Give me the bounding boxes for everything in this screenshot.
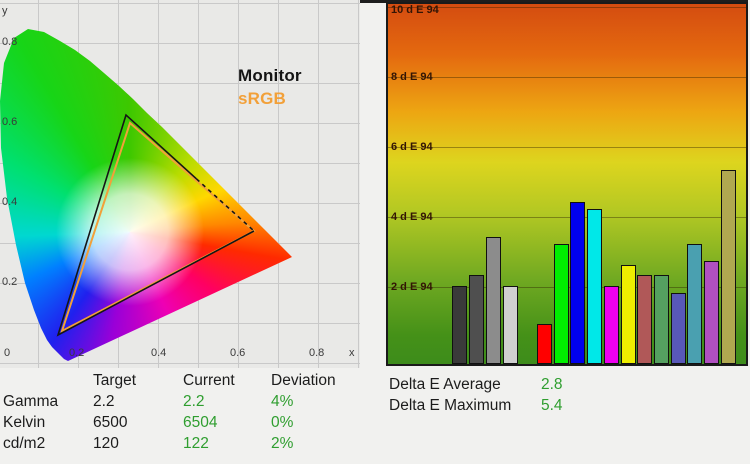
current-value: 6504	[183, 414, 218, 431]
delta-e-chart: 2 d E 94 4 d E 94 6 d E 94 8 d E 94 10 d E 9…	[386, 2, 748, 366]
delta-e-bar-4	[537, 324, 552, 364]
gridline-10de	[388, 7, 746, 8]
delta-e-bar-12	[670, 292, 686, 364]
y-axis-label: y	[2, 5, 8, 17]
y-tick: 0.4	[2, 196, 18, 208]
current-value: 2.2	[183, 393, 205, 410]
monitor-triangle-dashed	[195, 178, 255, 232]
delta-e-bar-2	[486, 236, 501, 364]
calibration-table: Target Current Deviation Gamma 2.2 2.2 4…	[3, 372, 361, 456]
gridline-label-2de: 2 d E 94	[391, 281, 433, 293]
monitor-triangle-solid	[56, 113, 255, 337]
current-value: 122	[183, 435, 209, 452]
gridline-6de	[388, 147, 746, 148]
gridline-label-8de: 8 d E 94	[391, 71, 433, 83]
delta-e-stats: Delta E Average 2.8 Delta E Maximum 5.4	[389, 376, 563, 418]
y-tick: 0.6	[2, 116, 18, 128]
delta-e-bar-6	[570, 201, 586, 364]
delta-e-bar-9	[620, 264, 636, 364]
stat-value: 2.8	[541, 376, 563, 393]
delta-e-bar-7	[587, 208, 603, 364]
table-header-blank	[3, 372, 93, 393]
target-value: 2.2	[93, 393, 115, 410]
delta-e-bar-1	[469, 275, 484, 364]
delta-e-bar-15	[720, 170, 736, 364]
top-frame-line	[8, 0, 748, 3]
legend-monitor: Monitor	[238, 66, 302, 85]
row-label: Gamma	[3, 393, 59, 410]
gridline-label-6de: 6 d E 94	[391, 141, 433, 153]
gridline-8de	[388, 77, 746, 78]
x-axis-label: x	[349, 347, 355, 359]
x-tick: 0	[4, 347, 11, 359]
stat-label: Delta E Average	[389, 376, 501, 393]
cie-diagram: y 0.8 0.6 0.4 0.2 0 0.2 0.4 0.6 0.8 x Mo…	[0, 0, 360, 368]
delta-e-bar-13	[687, 243, 703, 364]
stat-row-maximum: Delta E Maximum 5.4	[389, 397, 563, 418]
deviation-value: 2%	[271, 435, 294, 452]
table-header-deviation: Deviation	[271, 372, 336, 389]
y-tick: 0.2	[2, 276, 18, 288]
y-tick: 0.8	[2, 36, 18, 48]
delta-e-bar-11	[653, 275, 669, 364]
delta-e-bar-10	[637, 275, 653, 364]
row-label: cd/m2	[3, 435, 46, 452]
stat-value: 5.4	[541, 397, 563, 414]
gridline-4de	[388, 217, 746, 218]
delta-e-bar-3	[503, 285, 518, 364]
deviation-value: 4%	[271, 393, 294, 410]
table-header-current: Current	[183, 372, 235, 389]
gridline-label-10de: 10 d E 94	[391, 4, 439, 16]
x-tick: 0.6	[230, 347, 246, 359]
delta-e-bar-5	[553, 243, 569, 364]
target-value: 120	[93, 435, 119, 452]
delta-e-bar-0	[452, 285, 467, 364]
delta-e-bar-8	[603, 285, 619, 364]
row-label: Kelvin	[3, 414, 46, 431]
table-header-target: Target	[93, 372, 137, 389]
gridline-label-4de: 4 d E 94	[391, 211, 433, 223]
target-value: 6500	[93, 414, 128, 431]
srgb-triangle	[60, 121, 256, 334]
legend-srgb: sRGB	[238, 89, 287, 108]
x-tick: 0.8	[309, 347, 325, 359]
stat-label: Delta E Maximum	[389, 397, 512, 414]
stat-row-average: Delta E Average 2.8	[389, 376, 563, 397]
deviation-value: 0%	[271, 414, 294, 431]
delta-e-bar-14	[704, 261, 719, 364]
x-tick: 0.4	[151, 347, 167, 359]
gamut-triangles	[56, 113, 256, 337]
x-tick: 0.2	[69, 347, 85, 359]
